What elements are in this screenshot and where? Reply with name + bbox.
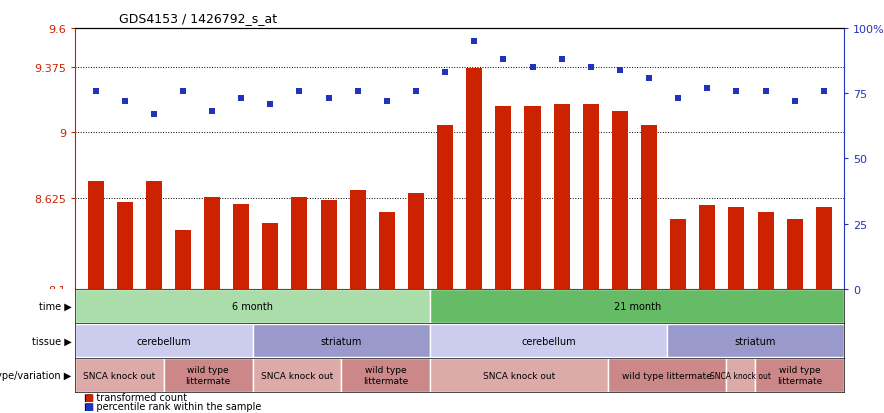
Point — [496, 57, 510, 64]
Point — [234, 96, 248, 102]
Point — [613, 67, 627, 74]
Text: ■ transformed count: ■ transformed count — [84, 392, 187, 402]
Bar — [583, 105, 598, 289]
Point — [147, 112, 161, 118]
Point — [788, 98, 802, 105]
Bar — [233, 204, 249, 289]
Bar — [431, 290, 844, 323]
Bar — [495, 107, 511, 289]
Text: wild type
littermate: wild type littermate — [363, 366, 408, 385]
Bar — [437, 126, 453, 289]
Point — [438, 70, 453, 76]
Bar — [726, 358, 756, 392]
Text: SNCA knock out: SNCA knock out — [710, 370, 771, 380]
Point — [467, 38, 481, 45]
Text: striatum: striatum — [321, 336, 362, 346]
Text: wild type
littermate: wild type littermate — [777, 366, 822, 385]
Text: SNCA knock out: SNCA knock out — [261, 370, 333, 380]
Text: genotype/variation ▶: genotype/variation ▶ — [0, 370, 72, 380]
Bar — [75, 324, 253, 357]
Bar — [253, 324, 431, 357]
Point — [293, 88, 307, 95]
Point — [817, 88, 831, 95]
Bar — [667, 324, 844, 357]
Bar — [670, 220, 686, 289]
Bar — [466, 69, 483, 289]
Bar — [350, 190, 366, 289]
Bar — [641, 126, 657, 289]
Text: ■: ■ — [84, 401, 93, 411]
Text: time ▶: time ▶ — [39, 301, 72, 311]
Text: GDS4153 / 1426792_s_at: GDS4153 / 1426792_s_at — [119, 12, 278, 25]
Text: striatum: striatum — [735, 336, 776, 346]
Bar — [699, 206, 715, 289]
Point — [554, 57, 568, 64]
Text: wild type
littermate: wild type littermate — [186, 366, 231, 385]
Text: 6 month: 6 month — [232, 301, 273, 311]
Bar — [117, 202, 133, 289]
Point — [700, 85, 714, 92]
Bar — [341, 358, 431, 392]
Text: ■ percentile rank within the sample: ■ percentile rank within the sample — [84, 401, 262, 411]
Bar — [728, 208, 744, 289]
Bar — [321, 201, 337, 289]
Text: ■: ■ — [84, 392, 93, 402]
Text: cerebellum: cerebellum — [521, 336, 575, 346]
Text: SNCA knock out: SNCA knock out — [83, 370, 156, 380]
Point — [176, 88, 190, 95]
Bar — [431, 358, 607, 392]
Bar — [612, 112, 628, 289]
Point — [409, 88, 423, 95]
Text: SNCA knock out: SNCA knock out — [483, 370, 555, 380]
Bar — [75, 358, 164, 392]
Bar — [787, 220, 803, 289]
Point — [205, 109, 219, 116]
Point — [758, 88, 773, 95]
Bar — [553, 105, 569, 289]
Bar — [263, 223, 278, 289]
Bar — [204, 197, 220, 289]
Text: wild type littermate: wild type littermate — [621, 370, 712, 380]
Text: 21 month: 21 month — [613, 301, 660, 311]
Bar — [75, 290, 431, 323]
Bar — [607, 358, 726, 392]
Point — [88, 88, 103, 95]
Point — [263, 101, 278, 108]
Bar — [253, 358, 341, 392]
Bar — [431, 324, 667, 357]
Text: cerebellum: cerebellum — [136, 336, 191, 346]
Point — [525, 64, 539, 71]
Point — [671, 96, 685, 102]
Point — [351, 88, 365, 95]
Bar — [756, 358, 844, 392]
Bar — [146, 182, 162, 289]
Point — [583, 64, 598, 71]
Bar — [524, 107, 540, 289]
Bar — [175, 230, 191, 289]
Point — [118, 98, 132, 105]
Text: tissue ▶: tissue ▶ — [32, 336, 72, 346]
Bar — [164, 358, 253, 392]
Bar — [88, 182, 103, 289]
Bar — [379, 213, 395, 289]
Point — [322, 96, 336, 102]
Bar — [758, 213, 774, 289]
Point — [380, 98, 394, 105]
Bar — [408, 194, 424, 289]
Point — [729, 88, 743, 95]
Bar — [292, 197, 308, 289]
Point — [642, 75, 656, 82]
Bar — [816, 208, 832, 289]
